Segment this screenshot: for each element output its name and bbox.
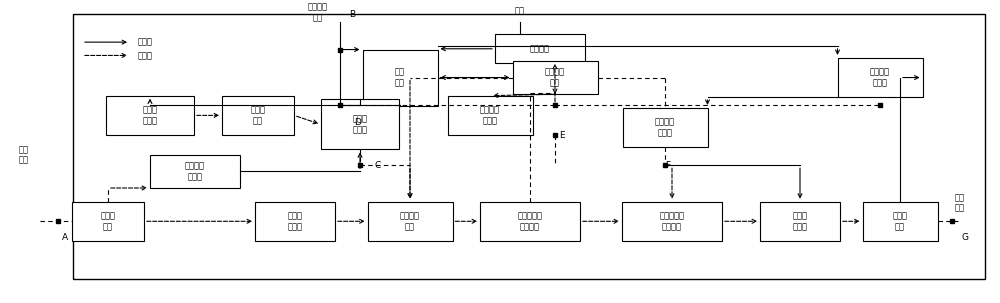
Text: 输入
信号: 输入 信号 (19, 145, 29, 165)
FancyBboxPatch shape (73, 14, 985, 279)
Text: F: F (665, 161, 671, 170)
FancyBboxPatch shape (255, 201, 335, 241)
Text: 输出
信号: 输出 信号 (955, 193, 965, 213)
FancyBboxPatch shape (222, 96, 294, 135)
Text: 第一可调
滤波器: 第一可调 滤波器 (480, 105, 500, 125)
Text: C: C (375, 161, 381, 170)
FancyBboxPatch shape (150, 155, 240, 188)
Text: 光强度
调制器: 光强度 调制器 (352, 115, 368, 135)
FancyBboxPatch shape (513, 61, 598, 94)
Text: 第二可调
滤波器: 第二可调 滤波器 (655, 118, 675, 138)
FancyBboxPatch shape (363, 50, 438, 105)
Text: 电源模块: 电源模块 (530, 44, 550, 53)
Text: 第一光监
控单元: 第一光监 控单元 (185, 161, 205, 181)
Text: 光信号: 光信号 (138, 51, 153, 60)
Text: E: E (559, 131, 565, 140)
FancyBboxPatch shape (495, 35, 585, 63)
Text: 电源: 电源 (515, 6, 525, 15)
FancyBboxPatch shape (72, 201, 144, 241)
Text: 第一光耦
合器: 第一光耦 合器 (400, 211, 420, 231)
FancyBboxPatch shape (368, 201, 452, 241)
Text: 第二光耦
合器: 第二光耦 合器 (545, 68, 565, 88)
Text: 隐身控制
信号: 隐身控制 信号 (308, 3, 328, 22)
FancyBboxPatch shape (622, 108, 708, 147)
Text: 第二光监
控单元: 第二光监 控单元 (870, 68, 890, 88)
Text: 第二分
光器: 第二分 光器 (250, 105, 266, 125)
Text: D: D (355, 118, 361, 128)
FancyBboxPatch shape (106, 96, 194, 135)
FancyBboxPatch shape (480, 201, 580, 241)
Text: B: B (349, 10, 355, 19)
Text: 第三分
光器: 第三分 光器 (893, 211, 908, 231)
Text: 第一分
光器: 第一分 光器 (100, 211, 116, 231)
Text: 第一周期极
化铌酸锂: 第一周期极 化铌酸锂 (518, 211, 542, 231)
Text: A: A (62, 232, 68, 241)
Text: 控制
模块: 控制 模块 (395, 68, 405, 88)
Text: 第二周期极
化铌酸锂: 第二周期极 化铌酸锂 (660, 211, 684, 231)
FancyBboxPatch shape (760, 201, 840, 241)
Text: 第二光
放大器: 第二光 放大器 (792, 211, 808, 231)
FancyBboxPatch shape (448, 96, 532, 135)
Text: G: G (962, 232, 968, 241)
FancyBboxPatch shape (321, 99, 399, 149)
FancyBboxPatch shape (622, 201, 722, 241)
Text: 电信号: 电信号 (138, 38, 153, 47)
FancyBboxPatch shape (838, 58, 922, 97)
Text: 可调谐
激光器: 可调谐 激光器 (143, 105, 158, 125)
Text: 第一光
放大器: 第一光 放大器 (288, 211, 302, 231)
FancyBboxPatch shape (862, 201, 938, 241)
